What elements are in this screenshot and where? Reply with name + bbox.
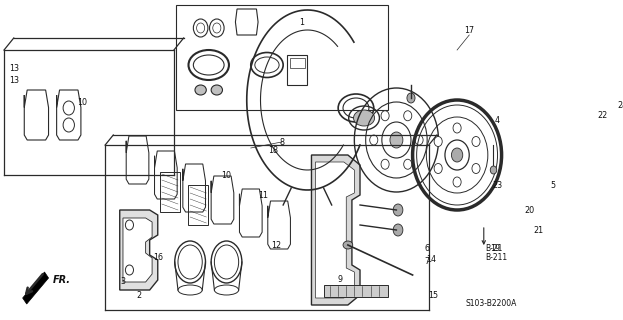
Text: 6: 6 bbox=[425, 244, 430, 252]
Circle shape bbox=[472, 137, 480, 147]
Text: 23: 23 bbox=[492, 180, 503, 189]
Polygon shape bbox=[22, 272, 49, 304]
Circle shape bbox=[404, 159, 412, 169]
Text: FR.: FR. bbox=[52, 275, 70, 285]
Circle shape bbox=[453, 177, 461, 187]
Ellipse shape bbox=[343, 241, 353, 249]
Circle shape bbox=[390, 132, 403, 148]
Text: B-211: B-211 bbox=[485, 253, 508, 262]
Circle shape bbox=[452, 148, 463, 162]
Polygon shape bbox=[123, 218, 152, 282]
Text: B-21: B-21 bbox=[485, 244, 503, 252]
Text: S103-B2200A: S103-B2200A bbox=[465, 299, 516, 308]
Text: 8: 8 bbox=[279, 138, 284, 147]
Circle shape bbox=[404, 111, 412, 121]
Circle shape bbox=[369, 135, 378, 145]
Polygon shape bbox=[315, 162, 354, 298]
Text: 13: 13 bbox=[9, 63, 19, 73]
Text: 9: 9 bbox=[337, 276, 343, 284]
Bar bbox=[189, 185, 208, 225]
Text: 3: 3 bbox=[120, 277, 125, 286]
Text: 12: 12 bbox=[272, 241, 282, 250]
Bar bbox=[323, 285, 388, 297]
Circle shape bbox=[381, 111, 389, 121]
Text: 19: 19 bbox=[490, 244, 500, 252]
Ellipse shape bbox=[353, 110, 374, 126]
Text: 5: 5 bbox=[550, 180, 555, 189]
Text: 21: 21 bbox=[533, 226, 543, 235]
Ellipse shape bbox=[211, 85, 222, 95]
Bar bbox=[290, 58, 305, 68]
Circle shape bbox=[434, 164, 442, 173]
Circle shape bbox=[393, 224, 403, 236]
Text: 4: 4 bbox=[494, 116, 499, 124]
Text: 11: 11 bbox=[258, 190, 268, 199]
Circle shape bbox=[472, 164, 480, 173]
Circle shape bbox=[393, 204, 403, 216]
Circle shape bbox=[434, 137, 442, 147]
Polygon shape bbox=[312, 155, 360, 305]
Bar bbox=[176, 5, 388, 110]
Text: 7: 7 bbox=[425, 258, 430, 267]
Text: 22: 22 bbox=[597, 110, 608, 119]
Circle shape bbox=[381, 159, 389, 169]
Text: 15: 15 bbox=[428, 291, 438, 300]
Text: 17: 17 bbox=[464, 26, 474, 35]
Text: 16: 16 bbox=[153, 253, 164, 262]
Text: 18: 18 bbox=[269, 146, 278, 155]
Text: 10: 10 bbox=[222, 171, 232, 180]
Text: 2: 2 bbox=[136, 291, 141, 300]
Text: 24: 24 bbox=[618, 100, 623, 109]
Circle shape bbox=[415, 135, 423, 145]
Bar bbox=[287, 55, 307, 85]
Text: 1: 1 bbox=[299, 18, 304, 27]
Text: 14: 14 bbox=[426, 255, 436, 265]
Text: 20: 20 bbox=[525, 205, 535, 214]
Text: 10: 10 bbox=[77, 98, 87, 107]
Text: 13: 13 bbox=[9, 76, 19, 84]
Circle shape bbox=[407, 93, 415, 103]
Ellipse shape bbox=[195, 85, 206, 95]
Circle shape bbox=[453, 123, 461, 133]
Polygon shape bbox=[120, 210, 158, 290]
Circle shape bbox=[490, 166, 497, 174]
Bar bbox=[160, 172, 179, 212]
